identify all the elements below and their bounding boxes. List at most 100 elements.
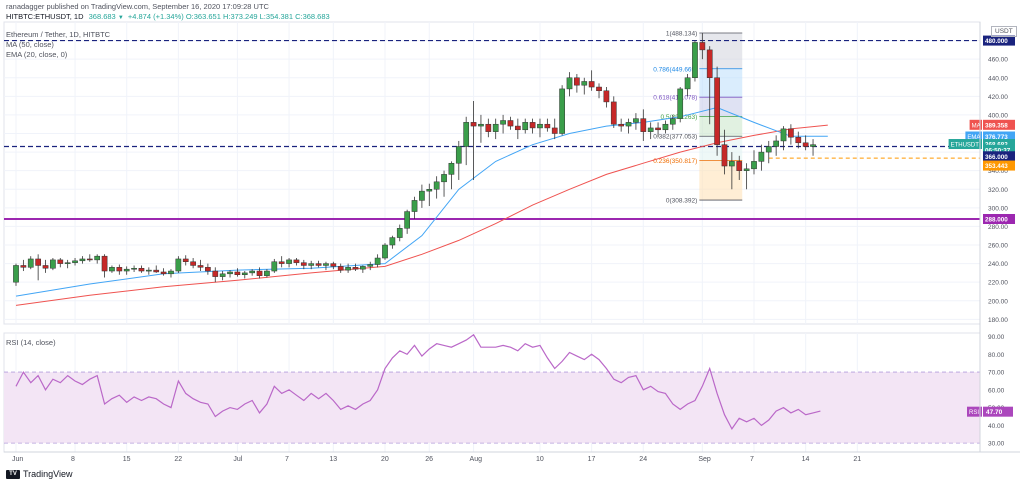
rsi-tick-label: 30.00 bbox=[988, 441, 1005, 448]
price-tag-value: 366.000 bbox=[985, 154, 1008, 161]
candle-body bbox=[433, 181, 440, 190]
candle-body bbox=[714, 77, 720, 145]
candle-body bbox=[647, 127, 654, 132]
x-tick-label: 20 bbox=[381, 456, 389, 463]
price-tick-label: 240.00 bbox=[988, 261, 1008, 268]
candle-body bbox=[175, 258, 182, 272]
candle-body bbox=[315, 263, 322, 266]
price-label: 368.683 bbox=[88, 12, 116, 21]
candle-body bbox=[706, 49, 713, 79]
price-tick-label: 280.00 bbox=[988, 224, 1008, 231]
candle-body bbox=[404, 211, 410, 229]
x-tick-label: Jul bbox=[233, 456, 242, 463]
candle-body bbox=[522, 122, 529, 131]
symbol-line: HITBTC:ETHUSDT, 1D 368.683 ▼ +4.874 (+1.… bbox=[6, 13, 330, 21]
price-tag-value: 06:50:37 bbox=[985, 147, 1011, 154]
candle-body bbox=[426, 189, 433, 192]
candle-body bbox=[537, 123, 543, 129]
candle-body bbox=[367, 264, 374, 267]
price-tick-label: 460.00 bbox=[988, 57, 1008, 64]
candle-body bbox=[765, 146, 772, 153]
rsi-tick-label: 60.00 bbox=[988, 387, 1005, 394]
candle-body bbox=[721, 144, 728, 167]
publisher-line: ranadagger published on TradingView.com,… bbox=[6, 2, 269, 11]
brand-label: TradingView bbox=[23, 469, 73, 479]
candle-body bbox=[773, 140, 779, 147]
candle-body bbox=[138, 267, 145, 272]
candle-body bbox=[241, 272, 248, 276]
candle-body bbox=[810, 144, 816, 147]
candle-body bbox=[131, 267, 137, 270]
candle-body bbox=[153, 269, 160, 273]
rsi-value-tag bbox=[983, 406, 1013, 417]
price-tick-label: 400.00 bbox=[988, 112, 1008, 119]
price-tick-label: 180.00 bbox=[988, 317, 1008, 324]
candle-body bbox=[596, 86, 602, 92]
x-tick-label: 8 bbox=[71, 456, 75, 463]
candle-body bbox=[566, 77, 573, 90]
candle-body bbox=[736, 161, 743, 171]
rsi-band bbox=[4, 372, 980, 444]
candle-body bbox=[160, 271, 167, 275]
candle-body bbox=[389, 237, 396, 246]
candle-body bbox=[20, 265, 27, 268]
tradingview-logo-icon: TV bbox=[6, 469, 20, 479]
rsi-line bbox=[15, 333, 821, 431]
candle-body bbox=[514, 125, 521, 131]
x-tick-label: 21 bbox=[853, 456, 861, 463]
rsi-legend[interactable]: RSI (14, close) bbox=[6, 338, 56, 347]
ema-legend[interactable]: EMA (20, close, 0) bbox=[6, 50, 68, 59]
candle-body bbox=[603, 90, 610, 103]
currency-label[interactable]: USDT bbox=[991, 26, 1017, 37]
candle-body bbox=[478, 123, 484, 127]
ma-legend[interactable]: MA (50, close) bbox=[6, 40, 54, 49]
candle-body bbox=[50, 259, 56, 269]
fib-band bbox=[699, 136, 743, 161]
x-tick-label: 14 bbox=[802, 456, 810, 463]
candle-body bbox=[419, 190, 425, 201]
candle-body bbox=[588, 81, 595, 88]
rsi-tick-label: 90.00 bbox=[988, 334, 1005, 341]
candle-body bbox=[743, 168, 750, 171]
price-tick-label: 320.00 bbox=[988, 187, 1008, 194]
fib-level-label: 0.618(419.078) bbox=[653, 95, 697, 102]
candle-body bbox=[308, 263, 315, 266]
candle-body bbox=[729, 161, 735, 167]
candle-body bbox=[27, 258, 34, 268]
candle-body bbox=[13, 265, 19, 283]
rsi-tick-label: 70.00 bbox=[988, 370, 1005, 377]
price-tick-label: 340.00 bbox=[988, 168, 1008, 175]
price-tag-name: EMA bbox=[967, 135, 980, 141]
x-tick-label: Jun bbox=[12, 456, 23, 463]
candle-body bbox=[610, 101, 617, 125]
candle-body bbox=[86, 258, 93, 261]
tradingview-logo[interactable]: TV TradingView bbox=[6, 469, 73, 479]
candle-body bbox=[182, 258, 189, 262]
candle-body bbox=[219, 273, 226, 277]
price-tag-name-box bbox=[948, 139, 982, 150]
candle-body bbox=[448, 162, 455, 175]
x-tick-label: 26 bbox=[425, 456, 433, 463]
price-tag-value: 389.358 bbox=[985, 122, 1008, 129]
x-tick-label: 15 bbox=[123, 456, 131, 463]
candle-body bbox=[485, 123, 492, 132]
candle-body bbox=[470, 122, 477, 127]
candle-body bbox=[684, 77, 691, 90]
candle-body bbox=[271, 261, 278, 272]
price-tick-label: 220.00 bbox=[988, 280, 1008, 287]
price-tick-label: 300.00 bbox=[988, 205, 1008, 212]
price-tag bbox=[983, 144, 1015, 155]
candle-body bbox=[352, 267, 359, 270]
candle-body bbox=[625, 122, 632, 127]
candle-body bbox=[544, 123, 551, 129]
candle-body bbox=[286, 259, 292, 264]
fib-level-label: 0.236(350.817) bbox=[653, 158, 697, 165]
candle-body bbox=[455, 146, 462, 164]
candle-body bbox=[699, 42, 706, 51]
candle-body bbox=[758, 151, 765, 162]
candle-body bbox=[116, 267, 123, 272]
candle-body bbox=[788, 128, 794, 138]
candle-body bbox=[145, 269, 152, 272]
